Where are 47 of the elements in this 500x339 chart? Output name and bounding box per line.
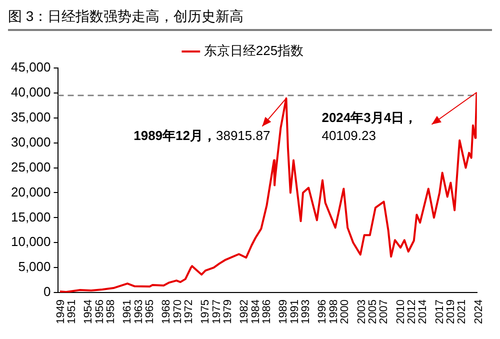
y-tick-label: 25,000: [10, 159, 51, 174]
x-tick-label: 1958: [104, 300, 117, 324]
x-tick-label: 1956: [94, 300, 106, 324]
x-tick-label: 1975: [200, 300, 212, 324]
y-tick-label: 45,000: [10, 60, 51, 75]
x-tick-label: 2019: [444, 300, 457, 324]
x-tick-label: 2003: [356, 300, 368, 324]
x-tick-label: 2021: [456, 300, 468, 324]
x-tick-label: 1982: [238, 300, 251, 324]
x-tick-label: 1996: [316, 300, 329, 324]
legend-label: 东京日经225指数: [204, 43, 304, 58]
x-tick-label: 2007: [378, 300, 390, 324]
x-tick-label: 1968: [160, 300, 173, 324]
x-tick-label: 1965: [144, 300, 156, 324]
y-tick-label: 5,000: [18, 259, 51, 274]
x-tick-label: 1986: [261, 300, 274, 324]
y-tick-label: 20,000: [10, 184, 51, 200]
x-tick-label: 2005: [366, 300, 379, 324]
y-tick-label: 0: [44, 284, 51, 300]
y-tick-label: 35,000: [10, 109, 51, 124]
x-tick-label: 2024: [472, 300, 485, 324]
x-tick-label: 2017: [434, 300, 446, 324]
x-tick-label: 1954: [82, 300, 95, 324]
x-tick-label: 1951: [66, 300, 78, 324]
x-tick-label: 2010: [394, 300, 407, 324]
x-tick-label: 1963: [132, 300, 145, 324]
x-tick-label: 1993: [300, 300, 312, 324]
x-tick-label: 1989: [278, 300, 290, 324]
x-tick-label: 1972: [182, 300, 195, 324]
x-tick-label: 2012: [406, 300, 418, 324]
y-tick-label: 40,000: [10, 84, 51, 100]
annotation: 1989年12月，38915.87: [134, 128, 270, 143]
x-tick-label: 1977: [210, 300, 223, 324]
x-tick-label: 1970: [172, 300, 184, 324]
x-tick-label: 1984: [250, 300, 262, 324]
annotation: 2024年3月4日，40109.23: [322, 110, 418, 143]
y-tick-label: 10,000: [10, 234, 51, 250]
y-tick-label: 15,000: [10, 209, 51, 224]
x-tick-label: 1998: [328, 300, 340, 324]
x-tick-label: 2000: [339, 300, 352, 324]
x-tick-label: 1949: [54, 300, 67, 324]
x-tick-label: 2014: [417, 300, 430, 324]
y-tick-label: 30,000: [10, 134, 51, 150]
x-tick-label: 1991: [288, 300, 301, 324]
x-tick-label: 1961: [122, 300, 134, 324]
chart-title: 图 3：日经指数强势走高，创历史新高: [8, 8, 492, 31]
x-tick-label: 1979: [222, 300, 234, 324]
